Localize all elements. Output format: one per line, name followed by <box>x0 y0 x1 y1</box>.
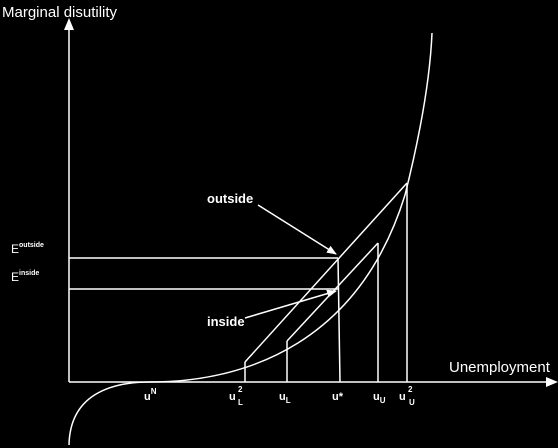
e-inside-label: Einside <box>11 270 39 284</box>
y-axis-label: Marginal disutility <box>2 4 118 21</box>
dropline-ustar <box>337 257 341 383</box>
inside-label: inside <box>207 314 245 329</box>
x-axis-arrow <box>546 377 558 387</box>
e-inside-sup: inside <box>19 270 39 277</box>
outside-label: outside <box>207 191 253 206</box>
tick-uL-main: u <box>279 391 286 403</box>
tick-u2U-sub: U <box>409 398 415 407</box>
e-outside-sup: outside <box>19 242 44 249</box>
outside-arrow <box>257 204 337 255</box>
tick-ustar: u* <box>332 391 344 403</box>
tick-uL: uL <box>279 391 291 405</box>
tick-uN: uN <box>144 387 157 403</box>
tick-u2L-main: u <box>229 391 236 403</box>
tick-u2L-sub: L <box>238 398 243 407</box>
inside-arrow <box>244 289 337 319</box>
e-outside-label: Eoutside <box>11 242 44 256</box>
tick-uL-sub: L <box>286 396 291 405</box>
tick-u2U-main: u <box>399 391 406 403</box>
tick-uU-main: u <box>373 391 380 403</box>
marginal-disutility-curve <box>68 32 433 446</box>
e-outside-main: E <box>11 242 19 256</box>
tick-uU-sub: U <box>380 396 386 405</box>
x-axis-label: Unemployment <box>449 359 551 376</box>
tick-uN-main: u <box>144 391 151 403</box>
y-axis-arrow <box>64 18 74 30</box>
e-inside-main: E <box>11 270 19 284</box>
outer-chord <box>244 182 408 363</box>
tick-u2U-sup: 2 <box>408 385 413 394</box>
tick-uU: uU <box>373 391 386 405</box>
tick-u2L-sup: 2 <box>238 385 243 394</box>
tick-uN-sup: N <box>151 387 157 396</box>
